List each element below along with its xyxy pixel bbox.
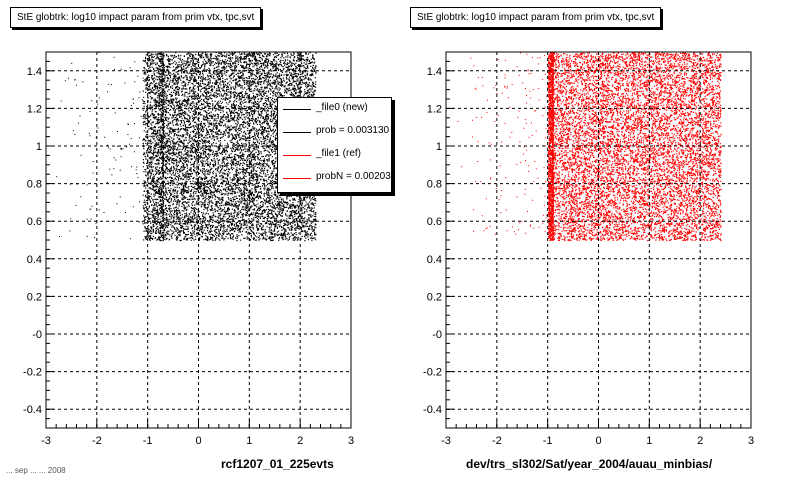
y-tick-label: 1 <box>36 141 42 153</box>
y-tick-label: -0.4 <box>423 404 442 416</box>
y-tick-label: 0.4 <box>27 254 42 266</box>
plot-title-left: StE globtrk: log10 impact param from pri… <box>10 7 262 28</box>
x-tick-label: 0 <box>195 435 201 447</box>
x-tick-label: 3 <box>348 435 354 447</box>
x-tick-label: 3 <box>748 435 754 447</box>
y-tick-label: 1 <box>436 141 442 153</box>
legend-label: _file1 (ref) <box>316 148 362 159</box>
y-tick-label: -0.4 <box>23 404 42 416</box>
x-tick-label: 2 <box>697 435 703 447</box>
y-tick-label: 0.8 <box>27 179 42 191</box>
y-tick-label: 1.2 <box>427 103 442 115</box>
y-tick-label: -0 <box>432 329 442 341</box>
y-tick-label: 1.4 <box>27 66 42 78</box>
legend-label: _file0 (new) <box>316 102 368 113</box>
legend-line-icon <box>283 155 311 156</box>
x-tick-label: 0 <box>595 435 601 447</box>
y-tick-label: 0.4 <box>427 254 442 266</box>
y-tick-label: 0.2 <box>27 291 42 303</box>
legend-entry: probN = 0.002030 <box>278 167 391 190</box>
x-tick-label: -1 <box>543 435 553 447</box>
x-tick-label: -1 <box>143 435 153 447</box>
y-tick-label: -0 <box>32 329 42 341</box>
x-tick-label: 1 <box>246 435 252 447</box>
legend: _file0 (new) prob = 0.003130 _file1 (ref… <box>277 97 392 193</box>
x-tick-label: -3 <box>441 435 451 447</box>
y-tick-label: 0.2 <box>427 291 442 303</box>
y-tick-label: 0.6 <box>427 216 442 228</box>
y-tick-label: -0.2 <box>423 367 442 379</box>
y-tick-label: 0.6 <box>27 216 42 228</box>
x-tick-label: -3 <box>41 435 51 447</box>
x-axis-label-right: dev/trs_sl302/Sat/year_2004/auau_minbias… <box>466 457 713 471</box>
x-tick-label: 2 <box>297 435 303 447</box>
legend-entry: _file1 (ref) <box>278 144 391 167</box>
x-tick-label: -2 <box>92 435 102 447</box>
x-tick-label: -2 <box>492 435 502 447</box>
scatter-points <box>457 52 722 242</box>
scatter-points <box>56 52 317 242</box>
y-tick-label: 1.2 <box>27 103 42 115</box>
y-tick-label: 0.8 <box>427 179 442 191</box>
legend-label: probN = 0.002030 <box>316 171 392 182</box>
y-tick-label: -0.2 <box>23 367 42 379</box>
legend-line-icon <box>283 178 311 179</box>
legend-label: prob = 0.003130 <box>316 125 390 136</box>
scatter-series <box>56 52 317 242</box>
legend-line-icon <box>283 132 311 133</box>
plot-title-right: StE globtrk: log10 impact param from pri… <box>410 7 662 28</box>
legend-line-icon <box>283 109 311 110</box>
legend-entry: prob = 0.003130 <box>278 121 391 144</box>
x-tick-label: 1 <box>646 435 652 447</box>
x-axis-label-left: rcf1207_01_225evts <box>221 457 334 471</box>
y-tick-label: 1.4 <box>427 66 442 78</box>
legend-entry: _file0 (new) <box>278 98 391 121</box>
scatter-series <box>457 52 722 242</box>
footer-text: ... sep ... ... 2008 <box>6 466 66 475</box>
